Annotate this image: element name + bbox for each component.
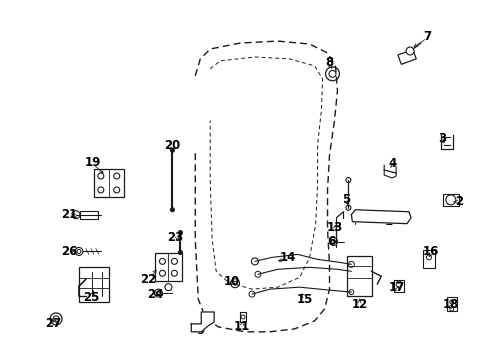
Text: 19: 19 [84,156,101,168]
Text: 12: 12 [350,297,366,311]
Text: 24: 24 [147,288,163,301]
Circle shape [159,258,165,264]
Circle shape [178,231,182,235]
Bar [154,253,182,281]
Text: 25: 25 [82,291,99,303]
Text: 8: 8 [325,57,333,69]
Circle shape [170,208,174,212]
Text: 15: 15 [296,293,312,306]
Text: 22: 22 [140,273,156,286]
Text: 2: 2 [454,195,462,208]
Polygon shape [351,210,410,224]
Circle shape [171,258,177,264]
Circle shape [348,290,353,294]
Circle shape [251,258,258,265]
Bar [393,280,403,292]
Text: 18: 18 [442,297,458,311]
Circle shape [254,271,261,277]
Circle shape [325,67,339,81]
Circle shape [72,211,80,219]
Text: 1: 1 [385,215,392,228]
Circle shape [347,261,354,267]
Text: 13: 13 [325,221,342,234]
Circle shape [230,279,239,288]
Bar [94,169,123,197]
Bar [422,251,434,268]
Bar [79,267,108,302]
Circle shape [178,251,182,255]
Circle shape [114,187,120,193]
Circle shape [77,249,81,253]
Circle shape [164,284,172,291]
Text: 16: 16 [422,245,438,258]
Circle shape [345,177,350,183]
Circle shape [156,291,160,295]
Circle shape [98,173,103,179]
Circle shape [329,238,337,246]
Circle shape [154,289,162,297]
Text: 7: 7 [422,30,430,42]
Text: 20: 20 [164,139,180,152]
Circle shape [248,291,254,297]
Text: 10: 10 [224,275,240,288]
Circle shape [114,173,120,179]
Text: 5: 5 [342,193,350,206]
Circle shape [449,300,453,304]
Circle shape [426,255,430,260]
Bar [397,50,415,64]
Text: 23: 23 [167,231,183,244]
Circle shape [395,281,401,287]
Text: 17: 17 [388,281,405,294]
Circle shape [171,270,177,276]
Text: 4: 4 [387,157,395,170]
Polygon shape [195,41,337,332]
Circle shape [50,313,62,325]
Circle shape [405,47,413,55]
Text: 14: 14 [279,251,295,264]
Circle shape [53,316,59,322]
Bar [442,194,458,206]
Circle shape [241,315,244,319]
Circle shape [445,195,455,205]
Bar [446,297,456,311]
Circle shape [233,281,237,285]
Circle shape [98,187,103,193]
Text: 26: 26 [61,245,77,258]
Circle shape [159,270,165,276]
Circle shape [345,205,350,210]
Text: 6: 6 [326,235,335,248]
Polygon shape [191,312,214,332]
Circle shape [75,247,83,255]
Text: 3: 3 [437,132,445,145]
Circle shape [170,148,174,152]
Bar [80,211,98,219]
Text: 21: 21 [61,208,77,221]
Circle shape [449,307,453,311]
Bar [346,256,371,296]
Text: 27: 27 [45,318,61,330]
Circle shape [331,239,335,243]
Circle shape [328,70,335,77]
Text: 9: 9 [196,324,204,337]
Text: 11: 11 [233,320,250,333]
